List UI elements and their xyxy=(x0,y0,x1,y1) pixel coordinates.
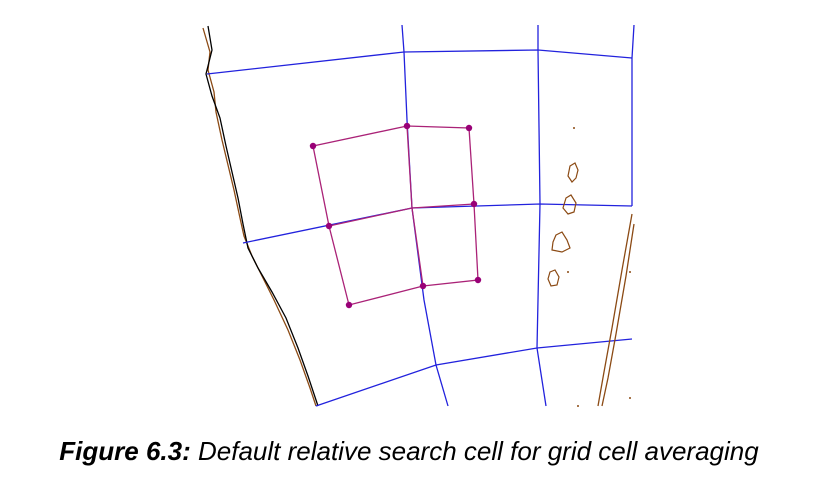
coastline-brown-left xyxy=(202,27,317,407)
caption-label: Figure 6.3: xyxy=(59,436,191,466)
search-point xyxy=(345,301,353,309)
tiny-dot xyxy=(629,271,631,273)
search-point xyxy=(474,276,482,284)
grid-col-2 xyxy=(536,25,547,407)
island-3 xyxy=(551,231,571,253)
tiny-dot xyxy=(573,127,575,129)
search-points xyxy=(309,122,482,309)
island-4 xyxy=(547,269,560,287)
left-coastline xyxy=(202,25,319,407)
right-coastline xyxy=(597,213,635,407)
model-grid xyxy=(206,24,635,407)
grid-row-1 xyxy=(206,49,633,75)
island-1 xyxy=(567,162,579,183)
search-cell-midcolumn xyxy=(406,125,424,287)
coastline-brown-right-1 xyxy=(597,213,633,407)
figure-diagram xyxy=(202,24,635,407)
coastline-black-left xyxy=(205,25,319,407)
caption-text: Default relative search cell for grid ce… xyxy=(190,436,759,466)
grid-row-3 xyxy=(315,338,633,407)
tiny-dot xyxy=(577,405,579,407)
grid-col-1 xyxy=(401,24,449,407)
search-point xyxy=(309,142,317,150)
tiny-dot xyxy=(629,397,631,399)
search-cell xyxy=(312,125,479,306)
search-cell-outline xyxy=(312,125,479,306)
tiny-dots xyxy=(567,127,631,407)
search-point xyxy=(419,282,427,290)
grid-col-3 xyxy=(631,24,635,206)
tiny-dot xyxy=(567,271,569,273)
coastline-brown-right-2 xyxy=(601,223,635,407)
search-point xyxy=(403,122,411,130)
search-point xyxy=(325,222,333,230)
search-point xyxy=(470,200,478,208)
grid-row-2 xyxy=(242,203,633,244)
search-point xyxy=(465,124,473,132)
figure-caption: Figure 6.3: Default relative search cell… xyxy=(0,436,818,467)
islands xyxy=(547,162,579,287)
island-2 xyxy=(562,194,577,215)
